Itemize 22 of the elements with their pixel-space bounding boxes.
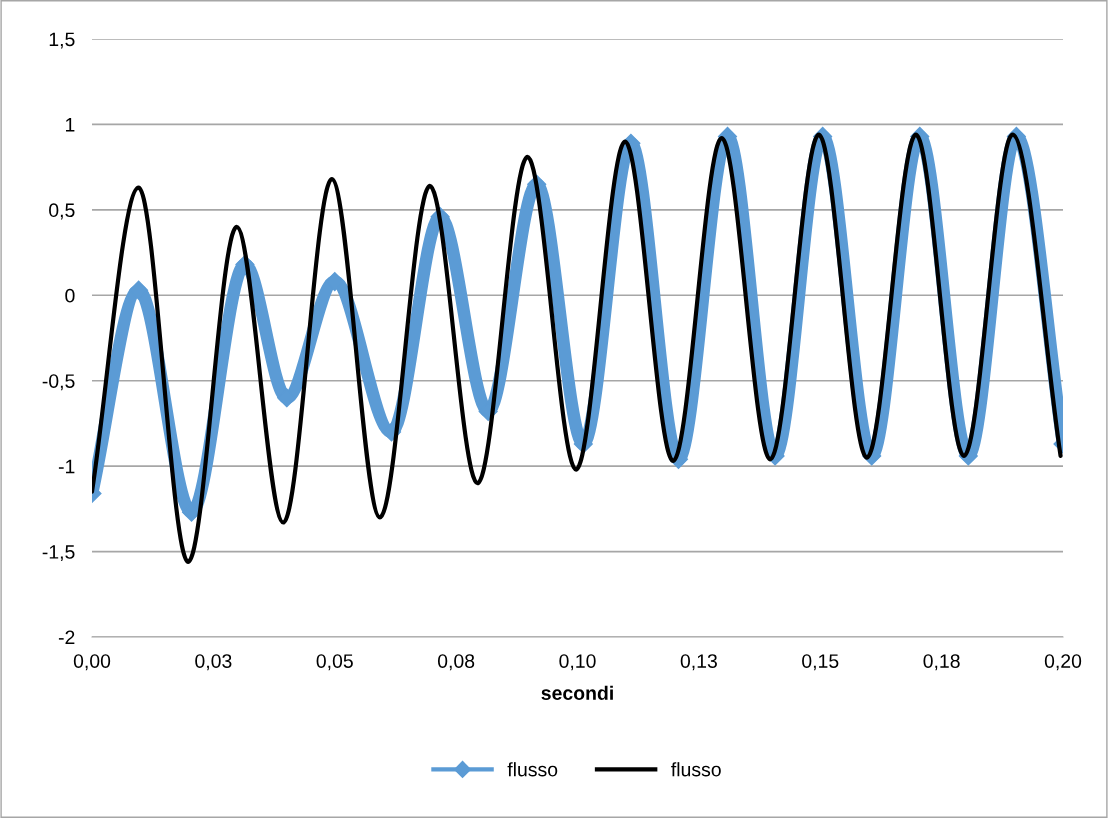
x-axis-title: secondi bbox=[541, 685, 613, 700]
x-tick-label: 0,18 bbox=[923, 654, 960, 671]
point bbox=[325, 272, 345, 292]
y-tick-label: -1 bbox=[58, 459, 75, 474]
legend-label: flusso bbox=[507, 762, 558, 777]
y-tick-label: 1 bbox=[66, 118, 75, 132]
x-tick-label: 0,00 bbox=[73, 654, 111, 671]
point bbox=[129, 280, 149, 300]
legend-label: flusso bbox=[671, 762, 721, 777]
y-tick-label: -2 bbox=[58, 630, 75, 645]
y-tick-label: 0,5 bbox=[49, 203, 75, 220]
x-tick-label: 0,03 bbox=[195, 654, 232, 671]
x-tick-label: 0,15 bbox=[802, 654, 839, 671]
x-tick-label: 0,05 bbox=[316, 654, 353, 671]
y-tick-label: -1,5 bbox=[42, 545, 75, 562]
x-tick-label: 0,20 bbox=[1044, 654, 1082, 671]
x-tick-label: 0,10 bbox=[559, 654, 596, 671]
y-tick-label: -0,5 bbox=[42, 374, 75, 391]
y-tick-label: 1,5 bbox=[49, 32, 75, 49]
x-tick-label: 0,13 bbox=[680, 654, 717, 671]
y-tick-label: 0 bbox=[65, 288, 75, 303]
x-tick-label: 0,08 bbox=[437, 654, 475, 671]
